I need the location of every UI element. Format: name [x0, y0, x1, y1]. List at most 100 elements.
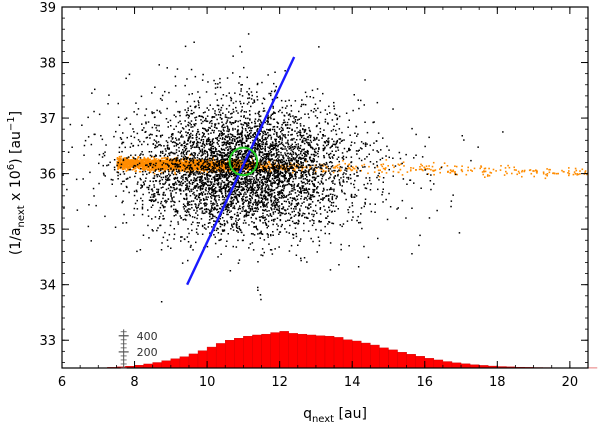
- clone-point: [98, 153, 101, 156]
- clone-point: [329, 200, 331, 203]
- clone-point: [149, 154, 152, 157]
- clone-point: [392, 175, 394, 177]
- orange-point: [124, 168, 126, 170]
- clone-point: [191, 181, 194, 184]
- orange-point: [118, 155, 121, 158]
- clone-point: [246, 76, 248, 79]
- orange-point: [179, 170, 181, 172]
- orange-point: [517, 170, 520, 173]
- clone-point: [178, 172, 181, 174]
- orange-point: [148, 165, 151, 168]
- orange-point: [338, 163, 341, 166]
- clone-point: [218, 199, 220, 201]
- clone-point: [317, 236, 320, 238]
- orange-point: [484, 176, 486, 178]
- clone-point: [264, 219, 266, 222]
- clone-point: [220, 173, 222, 175]
- clone-point: [272, 231, 274, 233]
- clone-point: [291, 166, 293, 168]
- clone-point: [162, 236, 165, 239]
- clone-point: [310, 141, 313, 143]
- clone-point: [201, 193, 204, 195]
- clone-point: [212, 185, 214, 187]
- clone-point: [256, 149, 259, 151]
- orange-point: [196, 162, 199, 164]
- orange-point: [269, 166, 271, 169]
- orange-point: [267, 164, 270, 166]
- orange-point: [147, 168, 150, 171]
- histogram-bar: [361, 342, 371, 369]
- clone-point: [225, 122, 227, 125]
- orange-point: [201, 166, 203, 169]
- clone-point: [211, 129, 213, 132]
- clone-point: [155, 146, 157, 148]
- clone-point: [190, 188, 192, 191]
- clone-point: [293, 188, 295, 190]
- clone-point: [213, 170, 215, 173]
- clone-point: [313, 176, 316, 179]
- orange-point: [150, 160, 153, 163]
- clone-point: [196, 167, 198, 169]
- clone-point: [189, 105, 192, 107]
- orange-point: [191, 165, 194, 167]
- orange-point: [368, 165, 370, 168]
- clone-point: [265, 156, 267, 158]
- clone-point: [191, 203, 193, 206]
- orange-point: [384, 168, 386, 171]
- orange-point: [544, 177, 547, 180]
- clone-point: [145, 137, 148, 139]
- clone-point: [229, 96, 232, 99]
- clone-point: [220, 161, 223, 164]
- clone-point: [180, 193, 182, 195]
- orange-point: [128, 162, 130, 164]
- clone-point: [261, 181, 263, 183]
- clone-point: [174, 165, 176, 168]
- clone-point: [270, 234, 272, 236]
- orange-point: [521, 170, 523, 173]
- clone-point: [381, 193, 383, 196]
- clone-point: [184, 158, 186, 160]
- orange-point: [392, 170, 395, 173]
- clone-point: [230, 193, 232, 196]
- clone-point: [207, 208, 209, 211]
- clone-point: [213, 163, 215, 166]
- clone-point: [172, 133, 174, 135]
- clone-point: [302, 212, 304, 215]
- clone-point: [216, 104, 219, 107]
- clone-point: [199, 193, 202, 195]
- clone-point: [282, 143, 284, 146]
- clone-point: [93, 195, 95, 197]
- clone-point: [109, 161, 111, 164]
- orange-point: [201, 159, 204, 161]
- orange-point: [157, 163, 160, 165]
- orange-point: [152, 159, 155, 162]
- clone-point: [213, 198, 216, 201]
- clone-point: [351, 196, 353, 198]
- clone-point: [221, 126, 223, 128]
- clone-point: [317, 186, 319, 188]
- clone-point: [214, 236, 216, 238]
- clone-point: [223, 171, 225, 173]
- orange-point: [305, 160, 307, 163]
- clone-point: [167, 178, 169, 180]
- clone-point: [197, 168, 199, 170]
- orange-point: [176, 167, 178, 169]
- clone-point: [161, 168, 164, 170]
- clone-point: [247, 211, 249, 213]
- clone-point: [225, 177, 228, 179]
- clone-point: [183, 146, 186, 149]
- clone-point: [217, 204, 219, 207]
- orange-point: [157, 166, 160, 169]
- orange-point: [200, 163, 203, 165]
- clone-point: [224, 194, 227, 196]
- orange-point: [194, 165, 197, 168]
- clone-point: [286, 141, 289, 143]
- orange-point: [259, 166, 262, 169]
- clone-point: [145, 177, 147, 179]
- clone-point: [122, 222, 124, 224]
- clone-point: [202, 112, 205, 114]
- clone-point: [254, 125, 256, 127]
- clone-point: [230, 184, 232, 186]
- clone-point: [245, 209, 247, 211]
- orange-point: [507, 164, 509, 167]
